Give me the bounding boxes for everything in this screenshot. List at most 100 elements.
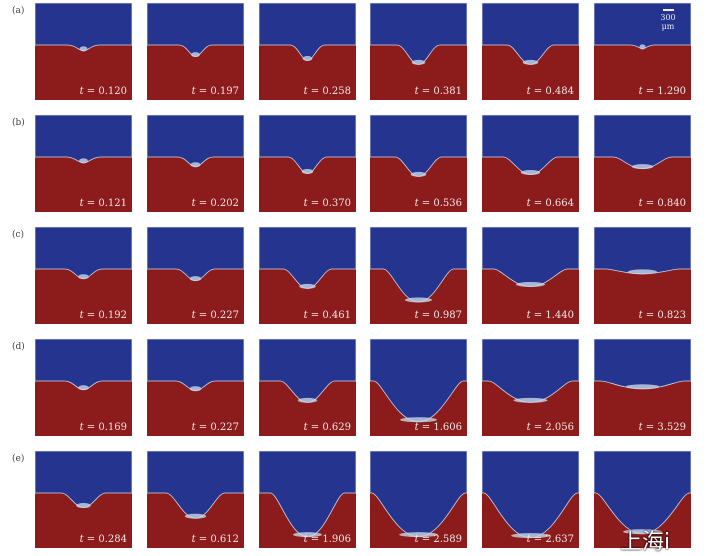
simulation-panel: t = 0.120 xyxy=(35,3,132,100)
time-label: t = 1.606 xyxy=(414,422,462,433)
simulation-panel: t = 0.258 xyxy=(259,3,356,100)
cavity-feature xyxy=(78,274,89,280)
upper-phase-region xyxy=(35,339,132,391)
time-label: t = 0.840 xyxy=(638,198,686,209)
cavity-feature xyxy=(292,532,323,538)
time-label: t = 0.987 xyxy=(414,310,462,321)
simulation-panel: t = 0.169 xyxy=(35,339,132,436)
simulation-panel: t = 0.461 xyxy=(259,227,356,324)
simulation-panel: t = 2.589 xyxy=(370,451,467,548)
row-label: (b) xyxy=(12,118,25,128)
scale-bar: 300 μm xyxy=(653,9,683,31)
row-label: (c) xyxy=(12,230,25,240)
cavity-feature xyxy=(639,44,646,50)
cavity-feature xyxy=(189,386,202,392)
upper-phase-region xyxy=(370,115,467,177)
simulation-panel: t = 2.056 xyxy=(482,339,579,436)
simulation-panel: t = 0.370 xyxy=(259,115,356,212)
cavity-feature xyxy=(78,385,89,391)
cavity-feature xyxy=(191,52,200,58)
cavity-feature xyxy=(515,281,546,287)
time-label: t = 0.284 xyxy=(79,534,127,545)
time-label: t = 3.529 xyxy=(638,422,686,433)
upper-phase-region xyxy=(594,115,691,170)
upper-phase-region xyxy=(147,115,244,168)
time-label: t = 0.121 xyxy=(79,198,127,209)
cavity-feature xyxy=(79,158,88,164)
time-label: t = 0.192 xyxy=(79,310,127,321)
cavity-feature xyxy=(184,513,207,519)
upper-phase-region xyxy=(147,3,244,58)
cavity-feature xyxy=(190,162,201,168)
cavity-feature xyxy=(410,171,427,177)
time-label: t = 2.589 xyxy=(414,534,462,545)
cavity-feature xyxy=(623,529,662,535)
time-label: t = 1.290 xyxy=(638,86,686,97)
upper-phase-region xyxy=(259,3,356,61)
time-label: t = 0.120 xyxy=(79,86,127,97)
cavity-feature xyxy=(299,283,316,289)
time-label: t = 0.629 xyxy=(303,422,351,433)
time-label: t = 0.202 xyxy=(191,198,239,209)
cavity-feature xyxy=(302,56,313,62)
upper-phase-region xyxy=(594,451,691,535)
simulation-panel: t = 0.227 xyxy=(147,227,244,324)
time-label: t = 0.258 xyxy=(303,86,351,97)
upper-phase-region xyxy=(482,451,579,539)
upper-phase-region xyxy=(370,339,467,423)
upper-phase-region xyxy=(147,451,244,519)
time-label: t = 1.440 xyxy=(526,310,574,321)
cavity-feature xyxy=(79,46,88,52)
simulation-panel: t = 0.664 xyxy=(482,115,579,212)
simulation-panel: t = 1.290 300 μm xyxy=(594,3,691,100)
cavity-feature xyxy=(522,59,539,65)
cavity-feature xyxy=(411,59,426,65)
upper-phase-region xyxy=(370,3,467,65)
time-label: t = 0.536 xyxy=(414,198,462,209)
time-label: t = 0.664 xyxy=(526,198,574,209)
time-label: t = 0.370 xyxy=(303,198,351,209)
time-label: t = 0.823 xyxy=(638,310,686,321)
upper-phase-region xyxy=(594,339,691,390)
simulation-panel: t = 0.381 xyxy=(370,3,467,100)
simulation-panel: t = 0.192 xyxy=(35,227,132,324)
row-label: (a) xyxy=(12,6,25,16)
upper-phase-region xyxy=(482,339,579,403)
cavity-feature xyxy=(513,397,548,403)
simulation-panel: t = 0.227 xyxy=(147,339,244,436)
upper-phase-region xyxy=(35,115,132,164)
upper-phase-region xyxy=(147,227,244,282)
simulation-panel: t = 0.284 xyxy=(35,451,132,548)
simulation-panel: t = 0.202 xyxy=(147,115,244,212)
cavity-feature xyxy=(400,417,437,423)
simulation-panel: t = 0.823 xyxy=(594,227,691,324)
cavity-feature xyxy=(399,532,438,538)
time-label: t = 0.227 xyxy=(191,422,239,433)
upper-phase-region xyxy=(259,227,356,289)
cavity-feature xyxy=(189,276,202,282)
time-label: t = 0.197 xyxy=(191,86,239,97)
cavity-feature xyxy=(520,169,541,175)
time-label: t = 2.637 xyxy=(526,534,574,545)
cavity-feature xyxy=(297,397,318,403)
cavity-feature xyxy=(511,533,550,539)
time-label: t = 2.056 xyxy=(526,422,574,433)
upper-phase-region xyxy=(259,339,356,403)
upper-phase-region xyxy=(370,227,467,303)
cavity-feature xyxy=(404,297,433,303)
simulation-panel: t = 1.906 xyxy=(259,451,356,548)
upper-phase-region xyxy=(370,451,467,538)
simulation-panel: t = 0.840 xyxy=(594,115,691,212)
upper-phase-region xyxy=(594,227,691,275)
upper-phase-region xyxy=(482,227,579,287)
cavity-feature xyxy=(627,269,658,275)
simulation-panel: t = 0.612 xyxy=(147,451,244,548)
simulation-panel: t = 0.629 xyxy=(259,339,356,436)
simulation-panel: t = 0.484 xyxy=(482,3,579,100)
cavity-feature xyxy=(631,164,654,170)
time-label: t = 0.169 xyxy=(79,422,127,433)
cavity-feature xyxy=(625,384,660,390)
simulation-panel: t = 1.440 xyxy=(482,227,579,324)
upper-phase-region xyxy=(35,451,132,508)
simulation-panel: t = 2.637 xyxy=(482,451,579,548)
